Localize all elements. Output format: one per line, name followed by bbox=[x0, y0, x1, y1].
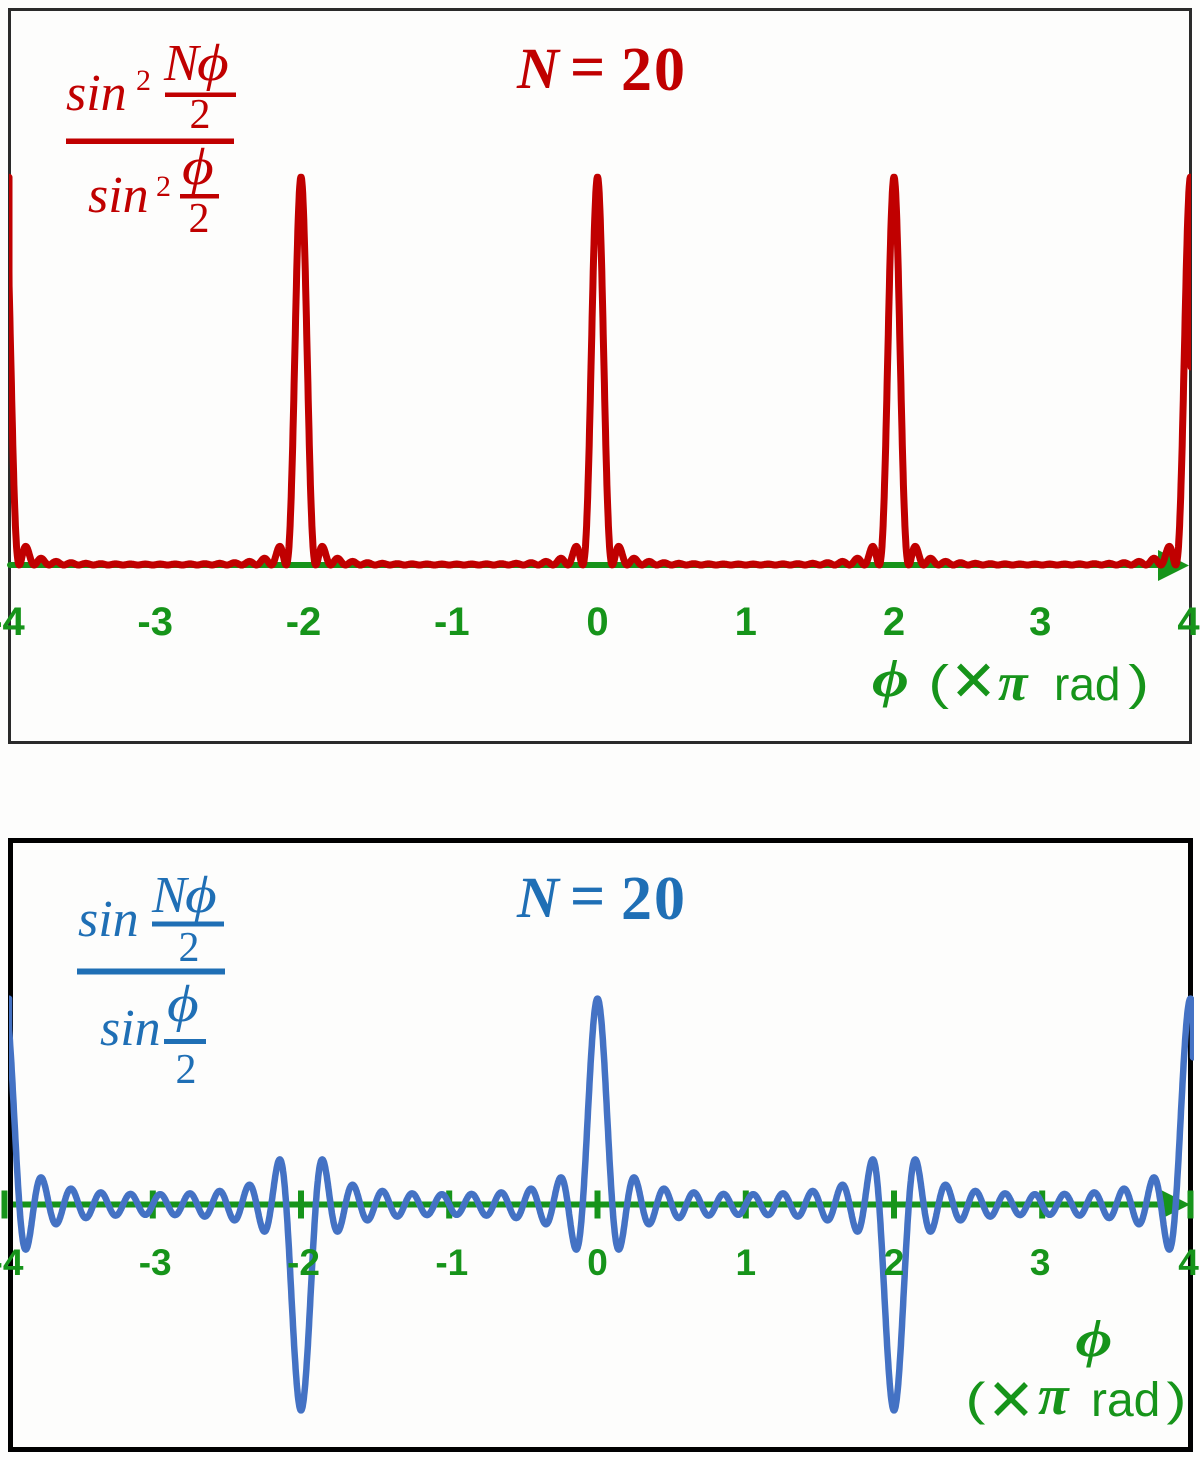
svg-text:2: 2 bbox=[189, 196, 210, 242]
svg-text:(: ( bbox=[966, 1374, 986, 1425]
svg-text:2: 2 bbox=[156, 170, 171, 203]
svg-text:ϕ: ϕ bbox=[185, 866, 217, 924]
svg-text:0: 0 bbox=[587, 1242, 608, 1283]
svg-text:N: N bbox=[163, 35, 202, 92]
svg-text:-1: -1 bbox=[435, 1242, 468, 1283]
svg-text:-2: -2 bbox=[287, 1242, 320, 1283]
svg-text:2: 2 bbox=[179, 925, 200, 971]
svg-text:20: 20 bbox=[621, 865, 687, 933]
svg-text:-2: -2 bbox=[286, 600, 322, 644]
svg-text:): ) bbox=[1167, 1374, 1187, 1425]
svg-text:-4: -4 bbox=[0, 600, 26, 644]
svg-text:ϕ: ϕ bbox=[197, 34, 229, 92]
svg-text:(: ( bbox=[928, 656, 949, 709]
svg-text:3: 3 bbox=[1029, 600, 1051, 644]
svg-text:1: 1 bbox=[735, 600, 757, 644]
svg-text:sin: sin bbox=[100, 1000, 161, 1057]
svg-text:-1: -1 bbox=[434, 600, 470, 644]
svg-text:sin: sin bbox=[88, 167, 149, 224]
svg-text:ϕ: ϕ bbox=[167, 975, 199, 1033]
svg-text:N: N bbox=[516, 36, 561, 101]
svg-text:0: 0 bbox=[586, 600, 608, 644]
svg-text:4: 4 bbox=[1178, 1242, 1199, 1283]
svg-text:2: 2 bbox=[136, 64, 151, 97]
svg-text:4: 4 bbox=[1177, 600, 1200, 644]
svg-text:2: 2 bbox=[884, 1242, 905, 1283]
svg-text:=: = bbox=[570, 34, 605, 102]
svg-text:π: π bbox=[998, 652, 1029, 712]
svg-text:2: 2 bbox=[190, 92, 211, 138]
svg-text:): ) bbox=[1128, 656, 1149, 709]
svg-text:3: 3 bbox=[1030, 1242, 1051, 1283]
svg-text:-3: -3 bbox=[139, 1242, 172, 1283]
svg-text:20: 20 bbox=[621, 36, 687, 104]
svg-text:1: 1 bbox=[736, 1242, 757, 1283]
svg-text:N: N bbox=[516, 865, 561, 930]
svg-text:ϕ: ϕ bbox=[872, 649, 909, 708]
svg-text:-4: -4 bbox=[0, 1242, 24, 1283]
svg-text:rad: rad bbox=[1054, 658, 1120, 710]
svg-text:ϕ: ϕ bbox=[1076, 1309, 1113, 1368]
svg-text:2: 2 bbox=[883, 600, 905, 644]
svg-text:=: = bbox=[570, 863, 605, 931]
svg-text:N: N bbox=[151, 867, 190, 924]
svg-text:rad: rad bbox=[1091, 1374, 1160, 1427]
svg-text:π: π bbox=[1038, 1365, 1070, 1427]
svg-text:2: 2 bbox=[176, 1047, 197, 1093]
svg-text:ϕ: ϕ bbox=[182, 138, 214, 196]
svg-text:sin: sin bbox=[78, 891, 139, 948]
svg-text:sin: sin bbox=[66, 65, 127, 122]
svg-text:-3: -3 bbox=[137, 600, 173, 644]
